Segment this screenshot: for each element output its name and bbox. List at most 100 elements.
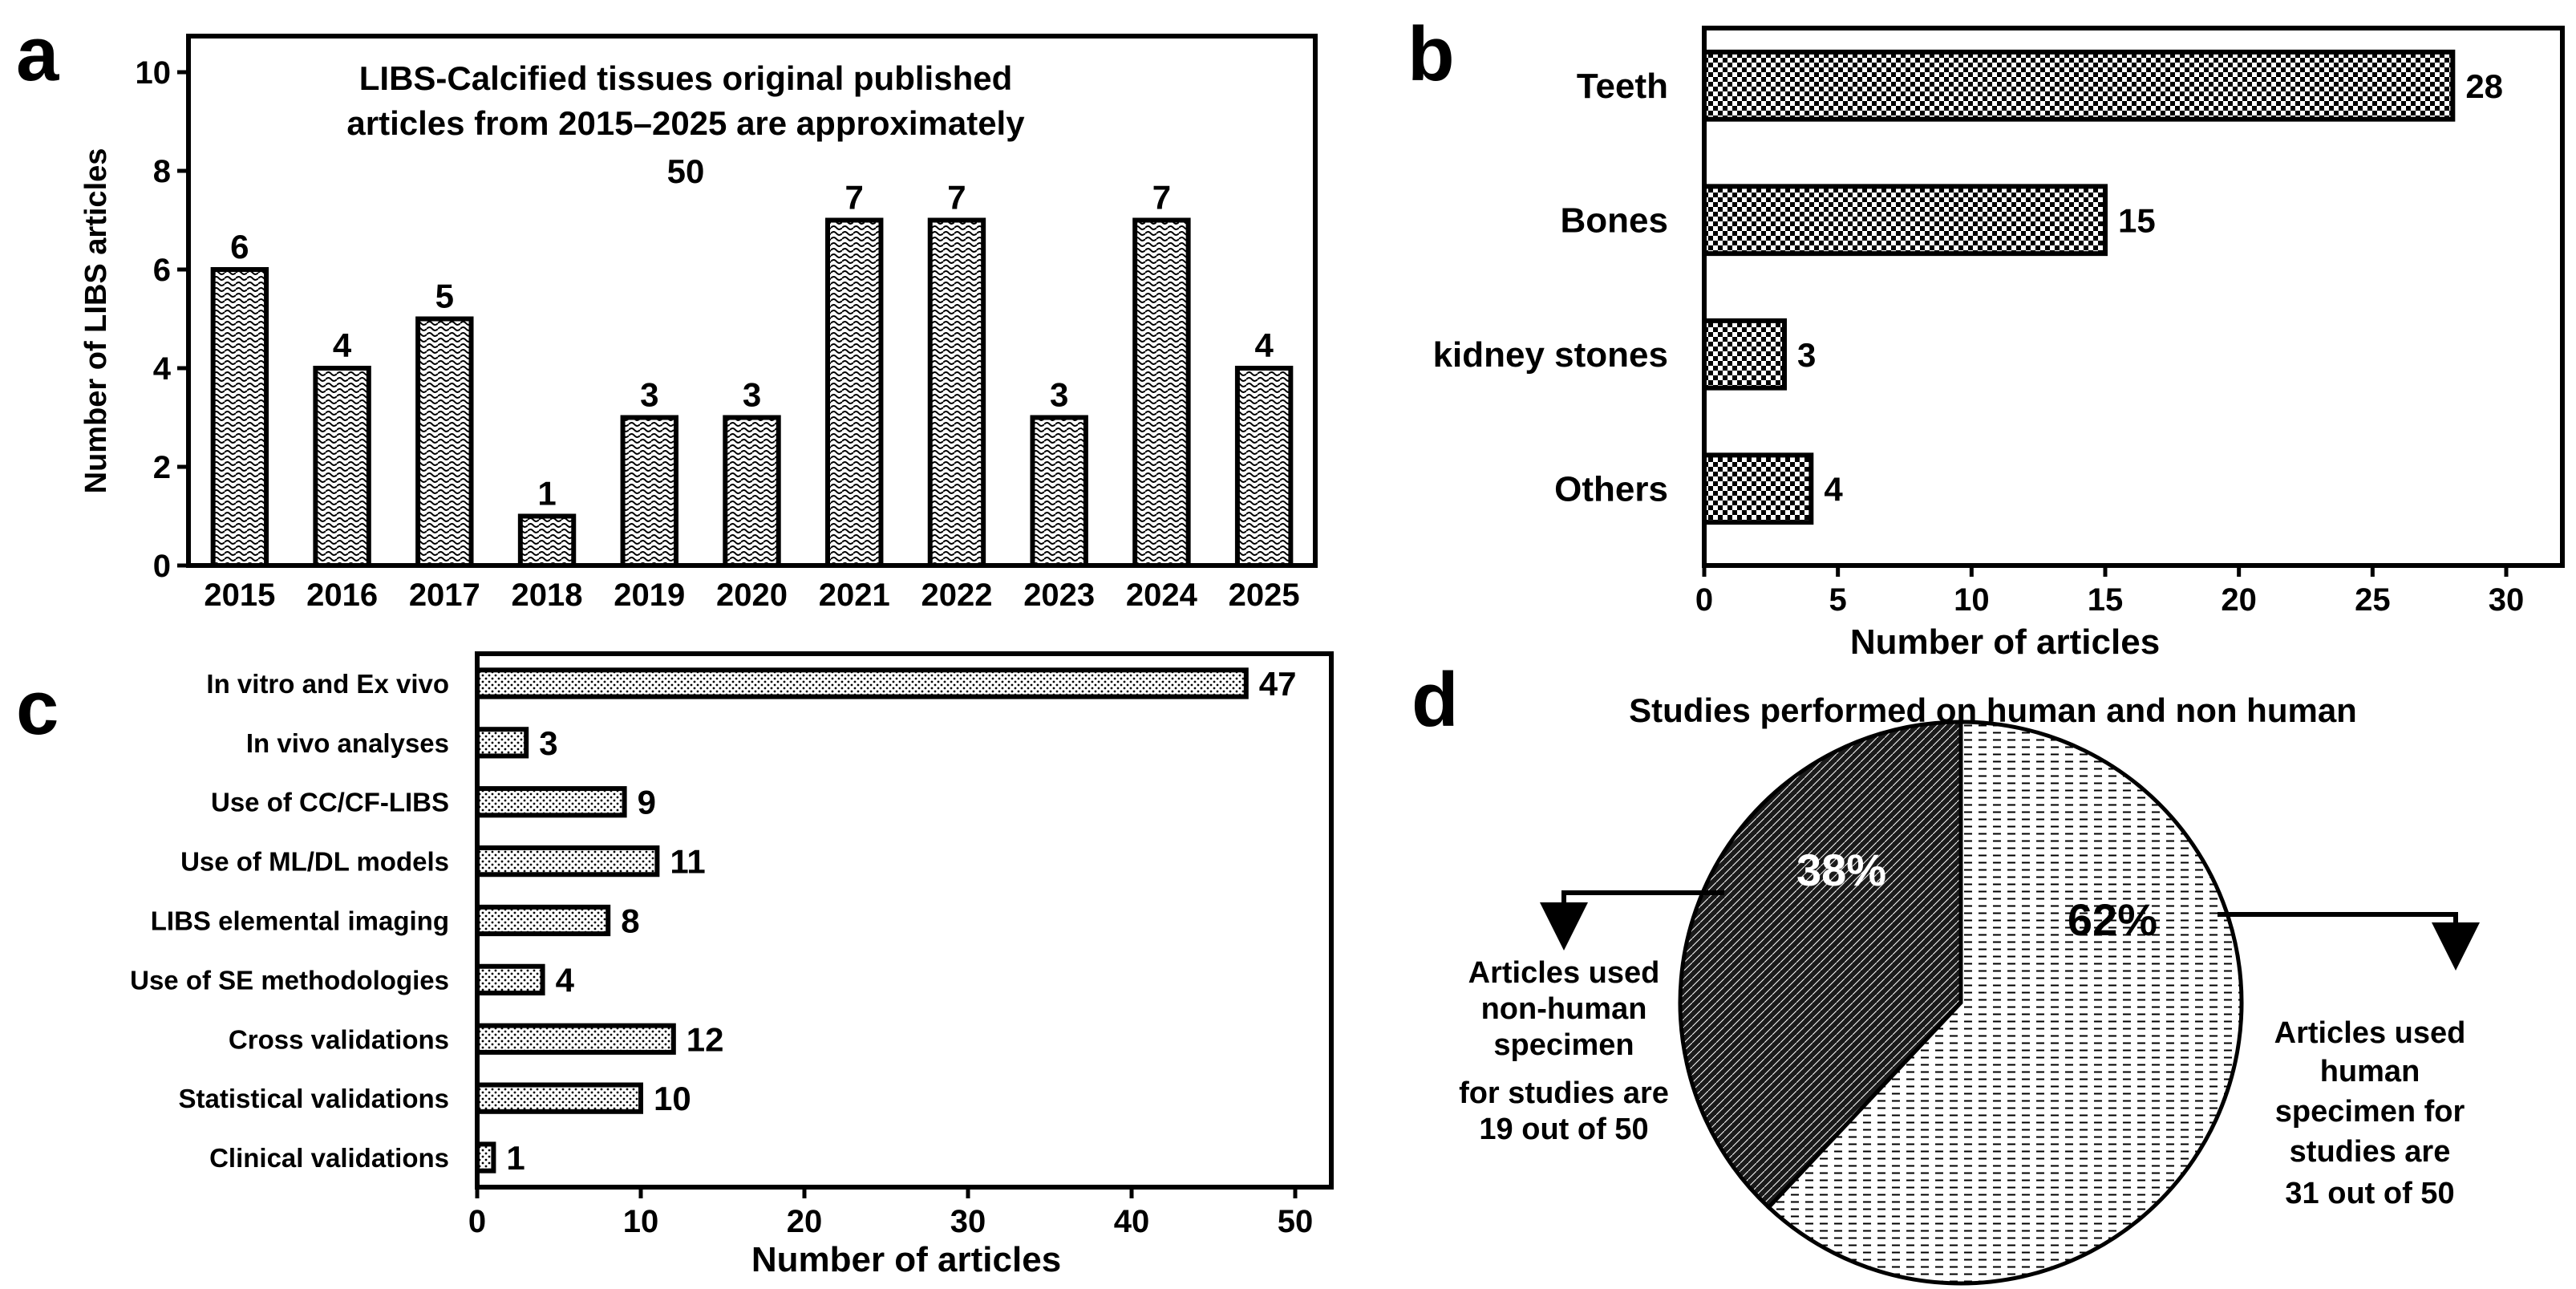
c-y-tick-label: Use of ML/DL models [180,847,449,877]
panel-b-bar-chart: 0 5 10 15 20 25 30 Teeth Bones kidney stones Other… [1433,26,2565,662]
b-x-tick-label: 0 [1695,582,1713,618]
c-plot-frame [475,651,1334,1190]
b-x-axis-label: Number of articles [1850,622,2160,662]
a-plot-frame [186,34,1318,568]
a-y-tick-label: 10 [136,55,172,91]
a-x-tick-label: 2023 [1023,578,1095,613]
c-bar [475,1082,643,1114]
panel-label-a: a [16,11,59,97]
a-x-tick-label: 2015 [204,578,275,613]
d-right-line-1: Articles used [2274,1016,2466,1050]
c-bar-value-label: 8 [621,902,639,940]
c-y-tick-label: Use of SE methodologies [130,965,449,995]
c-bar-value-label: 11 [670,843,705,881]
c-y-tick-label: Use of CC/CF-LIBS [211,788,449,817]
b-x-tick-label: 10 [1954,582,1990,618]
b-y-tick-label: kidney stones [1433,335,1668,375]
b-x-tick-label: 5 [1829,582,1847,618]
c-bar-value-label: 3 [539,724,557,762]
c-bar-value-label: 9 [638,784,656,821]
a-bar-value-label: 5 [435,278,454,315]
b-y-tick-label: Others [1554,469,1668,509]
a-bar-2025 [1234,366,1294,568]
a-x-tick-label: 2018 [512,578,583,613]
c-y-tick-label: In vitro and Ex vivo [206,669,449,699]
a-bar-2016 [313,366,371,568]
c-x-axis-label: Number of articles [751,1240,1061,1279]
b-x-tick-label: 30 [2489,582,2525,618]
d-annotation-right: Articles used human specimen for studies… [2274,1016,2466,1210]
a-bar-value-label: 7 [947,179,966,217]
panel-c-bar-chart: 0 10 20 30 40 50 In vitro and Ex vivo In vivo a… [130,651,1334,1279]
c-bar [475,963,545,996]
c-bar-value-label: 12 [687,1020,724,1058]
a-y-tick-label: 8 [153,154,171,189]
a-bar-2015 [210,267,269,568]
b-bar-kidney-stones [1702,318,1787,391]
a-x-tick-label: 2020 [716,578,788,613]
b-bar-teeth [1702,49,2456,122]
d-slice-label: 38% [1796,845,1886,895]
b-plot-frame [1702,26,2565,568]
a-x-tick-label: 2019 [614,578,685,613]
c-bar-value-label: 1 [506,1139,525,1177]
c-bar [475,1141,496,1173]
a-x-tick-label: 2025 [1229,578,1300,613]
a-x-tick-label: 2016 [306,578,378,613]
c-x-tick-label: 0 [468,1204,486,1239]
a-y-tick-label: 6 [153,253,171,288]
b-y-tick-label: Teeth [1577,67,1668,106]
panel-label-c: c [16,665,59,751]
d-left-line-5: 19 out of 50 [1479,1113,1648,1146]
a-y-tick-label: 2 [153,450,171,485]
d-arrow-left [1540,890,1724,951]
c-x-tick-label: 50 [1278,1204,1314,1239]
d-right-line-2: human [2320,1055,2420,1088]
a-y-axis-label: Number of LIBS articles [79,148,113,494]
a-bar-2023 [1030,415,1088,568]
b-bars: 28 15 3 4 [1702,49,2503,525]
a-bar-value-label: 7 [1152,179,1171,217]
a-y-tick-label: 0 [153,549,171,584]
d-left-line-1: Articles used [1468,956,1660,990]
a-bar-value-label: 3 [1050,376,1068,414]
b-y-tick-label: Bones [1561,201,1668,240]
d-left-line-3: specimen [1493,1028,1634,1062]
c-y-tick-label: Clinical validations [209,1143,449,1173]
a-bar-2017 [415,316,474,568]
a-bar-2021 [825,217,884,568]
a-bar-2020 [723,415,781,568]
d-annotation-left: Articles used non-human specimen for stu… [1459,956,1669,1146]
c-bar [475,1023,676,1055]
a-bar-value-label: 1 [537,475,556,513]
c-bar [475,904,611,937]
panel-a-bar-chart: 0 2 4 6 8 10 2015 2016 2017 2018 2019 2020 2021 2022 2… [79,34,1318,613]
c-x-tick-label: 10 [623,1204,659,1239]
c-bar-value-label: 4 [556,961,575,999]
a-bar-value-label: 6 [230,228,249,266]
c-y-tick-label: In vivo analyses [246,728,449,758]
a-bar-value-label: 7 [845,179,864,217]
panel-d-pie-chart: Studies performed on human and non human… [1459,691,2480,1286]
d-slice-human [1765,719,2244,1286]
b-bar-bones [1702,184,2108,257]
d-right-line-5: 31 out of 50 [2285,1177,2454,1210]
c-bar [475,727,529,759]
a-y-tick-label: 4 [153,351,172,387]
a-bars: 6 4 5 1 3 3 7 7 3 7 4 [210,179,1294,568]
d-left-line-2: non-human [1481,992,1647,1026]
d-right-line-4: studies are [2290,1135,2451,1169]
a-bar-value-label: 3 [640,376,658,414]
a-x-tick-label: 2024 [1126,578,1198,613]
a-bar-value-label: 4 [1254,326,1274,364]
a-bar-value-label: 4 [333,326,352,364]
c-x-axis: 0 10 20 30 40 50 In vitro and Ex vivo In vivo a… [130,669,1313,1239]
b-bar-value-label: 3 [1797,336,1816,374]
c-bar-value-label: 10 [654,1080,691,1117]
d-slices: 38% 62% [1678,719,2244,1286]
c-y-tick-label: LIBS elemental imaging [151,906,449,936]
b-bar-others [1702,452,1814,525]
a-x-tick-label: 2021 [819,578,890,613]
b-bar-value-label: 4 [1824,470,1843,508]
